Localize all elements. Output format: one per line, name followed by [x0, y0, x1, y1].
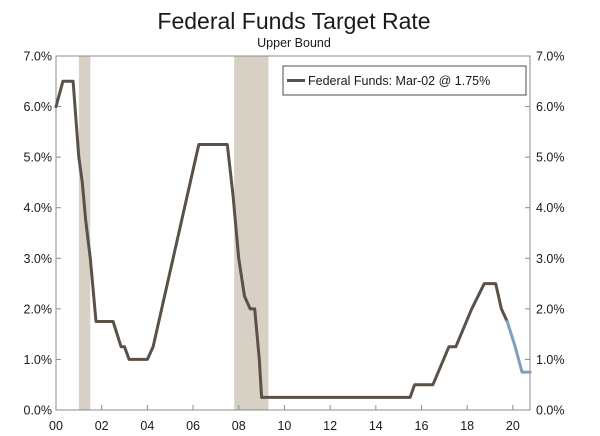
y-tick-label-left: 7.0%: [24, 50, 53, 64]
x-tick-label: 16: [415, 419, 429, 433]
y-tick-label-right: 7.0%: [536, 50, 565, 64]
federal-funds-projection-line: [505, 320, 532, 374]
federal-funds-line: [54, 79, 509, 399]
y-tick-label-right: 2.0%: [536, 302, 565, 316]
y-tick-label-right: 0.0%: [536, 404, 565, 418]
chart-subtitle: Upper Bound: [257, 36, 331, 50]
y-tick-label-right: 3.0%: [536, 252, 565, 266]
x-tick-label: 12: [323, 419, 337, 433]
x-tick-label: 04: [140, 419, 154, 433]
x-tick-label: 06: [186, 419, 200, 433]
x-tick-label: 00: [49, 419, 63, 433]
y-tick-label-left: 3.0%: [24, 252, 53, 266]
y-tick-label-right: 6.0%: [536, 100, 565, 114]
y-tick-label-left: 0.0%: [24, 404, 53, 418]
legend-label: Federal Funds: Mar-02 @ 1.75%: [308, 74, 490, 88]
recession-band-1: [234, 56, 269, 410]
x-tick-label: 08: [232, 419, 246, 433]
x-tick-label: 02: [95, 419, 109, 433]
series-group: [54, 79, 532, 399]
y-tick-label-left: 6.0%: [24, 100, 53, 114]
x-tick-label: 20: [506, 419, 520, 433]
y-tick-label-left: 5.0%: [24, 151, 53, 165]
y-tick-label-right: 4.0%: [536, 201, 565, 215]
y-tick-label-left: 1.0%: [24, 353, 53, 367]
chart-title: Federal Funds Target Rate: [157, 8, 430, 34]
x-tick-label: 10: [277, 419, 291, 433]
legend-box: [282, 65, 527, 96]
y-tick-label-left: 2.0%: [24, 302, 53, 316]
x-tick-label: 14: [369, 419, 383, 433]
y-tick-label-right: 5.0%: [536, 151, 565, 165]
y-tick-label-left: 4.0%: [24, 201, 53, 215]
plot-area-frame: [55, 55, 531, 411]
legend: Federal Funds: Mar-02 @ 1.75%: [282, 65, 527, 96]
recession-shading-group: [78, 56, 269, 410]
y-tick-label-right: 1.0%: [536, 353, 565, 367]
x-tick-label: 18: [460, 419, 474, 433]
recession-band-0: [78, 56, 91, 410]
axis-ticks-group: 0.0% 0.0% 1.0% 1.0% 2.0% 2.0% 3.0% 3.0% 4.0% 4.0%…: [24, 50, 565, 434]
